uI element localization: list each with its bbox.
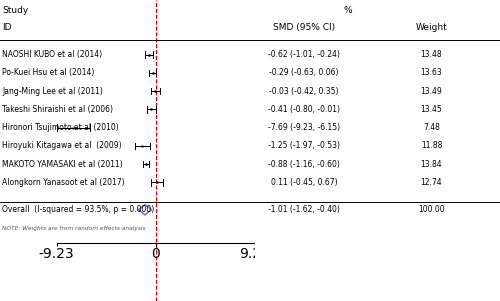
Text: 11.88: 11.88 bbox=[420, 141, 442, 150]
Text: Study: Study bbox=[2, 6, 29, 15]
Text: Takeshi Shiraishi et al (2006): Takeshi Shiraishi et al (2006) bbox=[2, 105, 113, 114]
Text: Overall  (I-squared = 93.5%, p = 0.000): Overall (I-squared = 93.5%, p = 0.000) bbox=[2, 205, 154, 214]
Text: SMD (95% CI): SMD (95% CI) bbox=[273, 23, 335, 32]
Text: ID: ID bbox=[2, 23, 12, 32]
Text: 0.11 (-0.45, 0.67): 0.11 (-0.45, 0.67) bbox=[270, 178, 338, 187]
Text: MAKOTO YAMASAKI et al (2011): MAKOTO YAMASAKI et al (2011) bbox=[2, 160, 123, 169]
Text: -0.03 (-0.42, 0.35): -0.03 (-0.42, 0.35) bbox=[269, 87, 339, 96]
Text: Hironori Tsujimoto et al (2010): Hironori Tsujimoto et al (2010) bbox=[2, 123, 119, 132]
Text: 13.63: 13.63 bbox=[420, 68, 442, 77]
Text: Po-Kuei Hsu et al (2014): Po-Kuei Hsu et al (2014) bbox=[2, 68, 94, 77]
Text: Alongkorn Yanasoot et al (2017): Alongkorn Yanasoot et al (2017) bbox=[2, 178, 125, 187]
Text: Hiroyuki Kitagawa et al  (2009): Hiroyuki Kitagawa et al (2009) bbox=[2, 141, 122, 150]
Text: 12.74: 12.74 bbox=[420, 178, 442, 187]
Text: NOTE: Weights are from random effects analysis: NOTE: Weights are from random effects an… bbox=[2, 225, 146, 231]
Text: 13.49: 13.49 bbox=[420, 87, 442, 96]
Text: -1.25 (-1.97, -0.53): -1.25 (-1.97, -0.53) bbox=[268, 141, 340, 150]
Text: 13.48: 13.48 bbox=[420, 50, 442, 59]
Text: -0.41 (-0.80, -0.01): -0.41 (-0.80, -0.01) bbox=[268, 105, 340, 114]
Text: -0.62 (-1.01, -0.24): -0.62 (-1.01, -0.24) bbox=[268, 50, 340, 59]
Text: Weight: Weight bbox=[416, 23, 448, 32]
Text: -1.01 (-1.62, -0.40): -1.01 (-1.62, -0.40) bbox=[268, 205, 340, 214]
Text: 13.45: 13.45 bbox=[420, 105, 442, 114]
Text: 13.84: 13.84 bbox=[420, 160, 442, 169]
Text: -0.88 (-1.16, -0.60): -0.88 (-1.16, -0.60) bbox=[268, 160, 340, 169]
Text: NAOSHI KUBO et al (2014): NAOSHI KUBO et al (2014) bbox=[2, 50, 102, 59]
Text: -7.69 (-9.23, -6.15): -7.69 (-9.23, -6.15) bbox=[268, 123, 340, 132]
Text: 7.48: 7.48 bbox=[423, 123, 440, 132]
Text: -0.29 (-0.63, 0.06): -0.29 (-0.63, 0.06) bbox=[269, 68, 339, 77]
Text: %: % bbox=[344, 6, 352, 15]
Text: Jang-Ming Lee et al (2011): Jang-Ming Lee et al (2011) bbox=[2, 87, 103, 96]
Text: 100.00: 100.00 bbox=[418, 205, 444, 214]
